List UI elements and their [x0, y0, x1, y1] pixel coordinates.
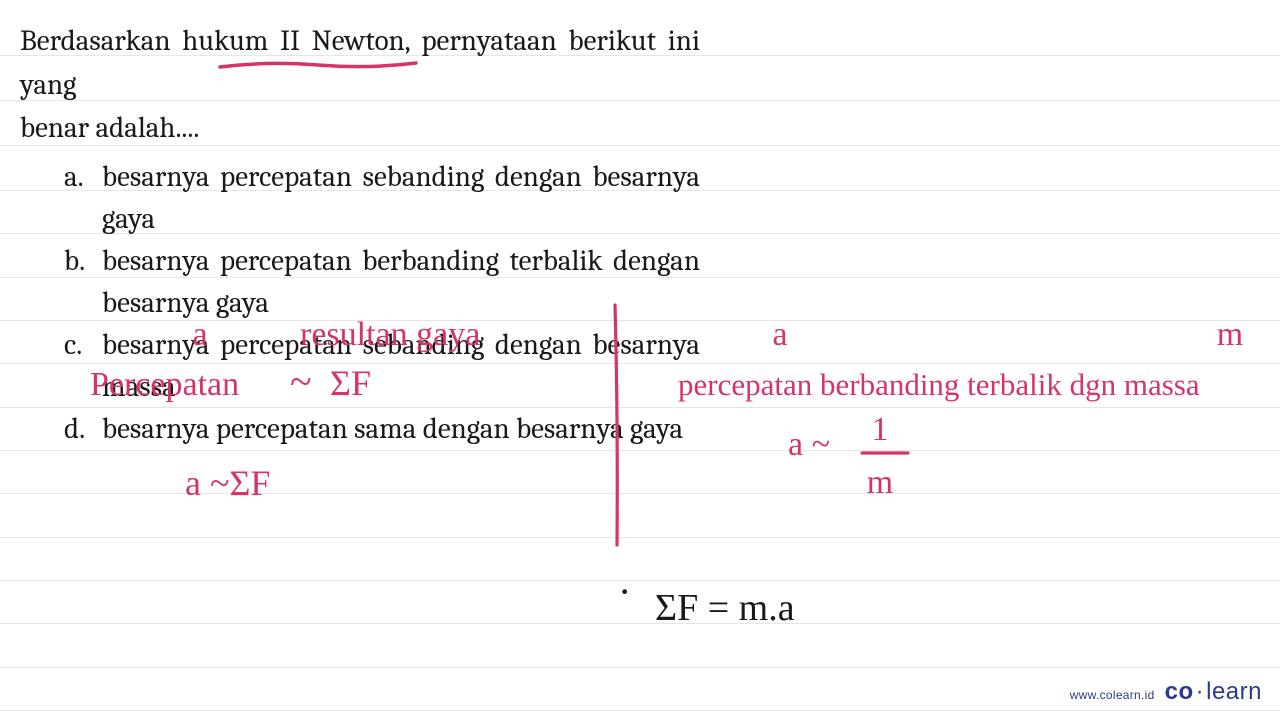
svg-text:ΣF: ΣF	[330, 363, 371, 403]
option-a: a.besarnya percepatan sebanding dengan b…	[64, 157, 700, 241]
svg-text:a ~: a ~	[788, 426, 830, 463]
svg-text:a ~ΣF: a ~ΣF	[185, 463, 270, 503]
svg-text:1: 1	[872, 411, 889, 448]
svg-text:~: ~	[290, 359, 312, 404]
svg-text:m: m	[1217, 316, 1243, 353]
underline-annotation	[218, 58, 418, 76]
logo-brand: co·learn	[1165, 678, 1262, 706]
svg-text:a: a	[772, 316, 787, 353]
svg-text:ΣF = m.a: ΣF = m.a	[655, 587, 795, 629]
option-letter: a.	[64, 157, 88, 241]
colearn-logo: www.colearn.id co·learn	[1070, 678, 1262, 706]
handwritten-annotations: aresultan gayaPercepatan~ΣFa ~ΣFampercep…	[0, 295, 1280, 695]
logo-url: www.colearn.id	[1070, 688, 1155, 702]
question-line-2: benar adalah....	[20, 107, 700, 151]
svg-text:a: a	[192, 316, 207, 353]
option-text: besarnya percepatan sebanding dengan bes…	[102, 157, 700, 241]
svg-text:·: ·	[618, 569, 631, 614]
svg-text:percepatan berbanding terbali: percepatan berbanding terbalik dgn massa	[678, 367, 1200, 402]
svg-text:resultan gaya: resultan gaya	[300, 316, 480, 353]
svg-text:m: m	[867, 464, 893, 501]
svg-text:Percepatan: Percepatan	[90, 366, 239, 403]
